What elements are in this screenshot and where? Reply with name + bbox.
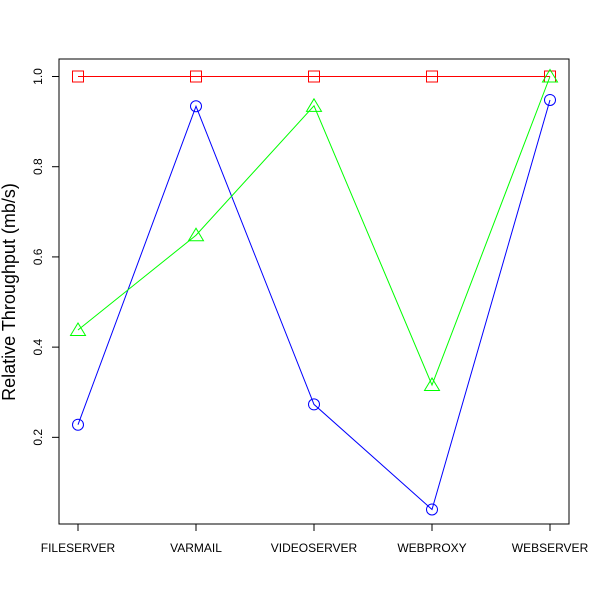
- y-axis: 0.2 0.4 0.6 0.8 1.0: [31, 68, 60, 446]
- x-axis: FILESERVER VARMAIL VIDEOSERVER WEBPROXY WEBS…: [41, 523, 589, 555]
- series-circle: [72, 93, 556, 516]
- data-point-triangle: [69, 322, 87, 336]
- data-point-triangle: [187, 227, 205, 242]
- data-point-triangle: [541, 68, 559, 83]
- plot-frame: [58, 58, 570, 525]
- data-point-circle: [426, 503, 438, 516]
- series-layer: [69, 68, 559, 516]
- y-tick-label: 0.4: [31, 338, 45, 355]
- data-point-square: [190, 70, 202, 83]
- y-tick-label: 0.2: [31, 429, 45, 446]
- series-square: [72, 70, 556, 83]
- data-point-square: [72, 70, 84, 83]
- data-point-square: [308, 70, 320, 83]
- data-point-square: [426, 70, 438, 83]
- y-tick-label: 1.0: [31, 68, 45, 85]
- data-point-circle: [544, 93, 556, 106]
- data-point-circle: [308, 398, 320, 411]
- y-tick-label: 0.8: [31, 158, 45, 175]
- x-tick-label: WEBPROXY: [397, 541, 466, 555]
- data-point-triangle: [305, 97, 323, 112]
- y-axis-label: Relative Throughput (mb/s): [0, 183, 19, 401]
- series-triangle: [69, 68, 559, 392]
- data-point-circle: [190, 100, 202, 113]
- y-tick-label: 0.6: [31, 248, 45, 265]
- series-line: [77, 76, 551, 387]
- x-tick-label: VIDEOSERVER: [271, 541, 358, 555]
- series-line: [77, 99, 551, 511]
- data-point-circle: [72, 418, 84, 431]
- data-point-triangle: [423, 377, 441, 392]
- x-tick-label: VARMAIL: [170, 541, 222, 555]
- x-tick-label: WEBSERVER: [512, 541, 589, 555]
- x-tick-label: FILESERVER: [41, 541, 116, 555]
